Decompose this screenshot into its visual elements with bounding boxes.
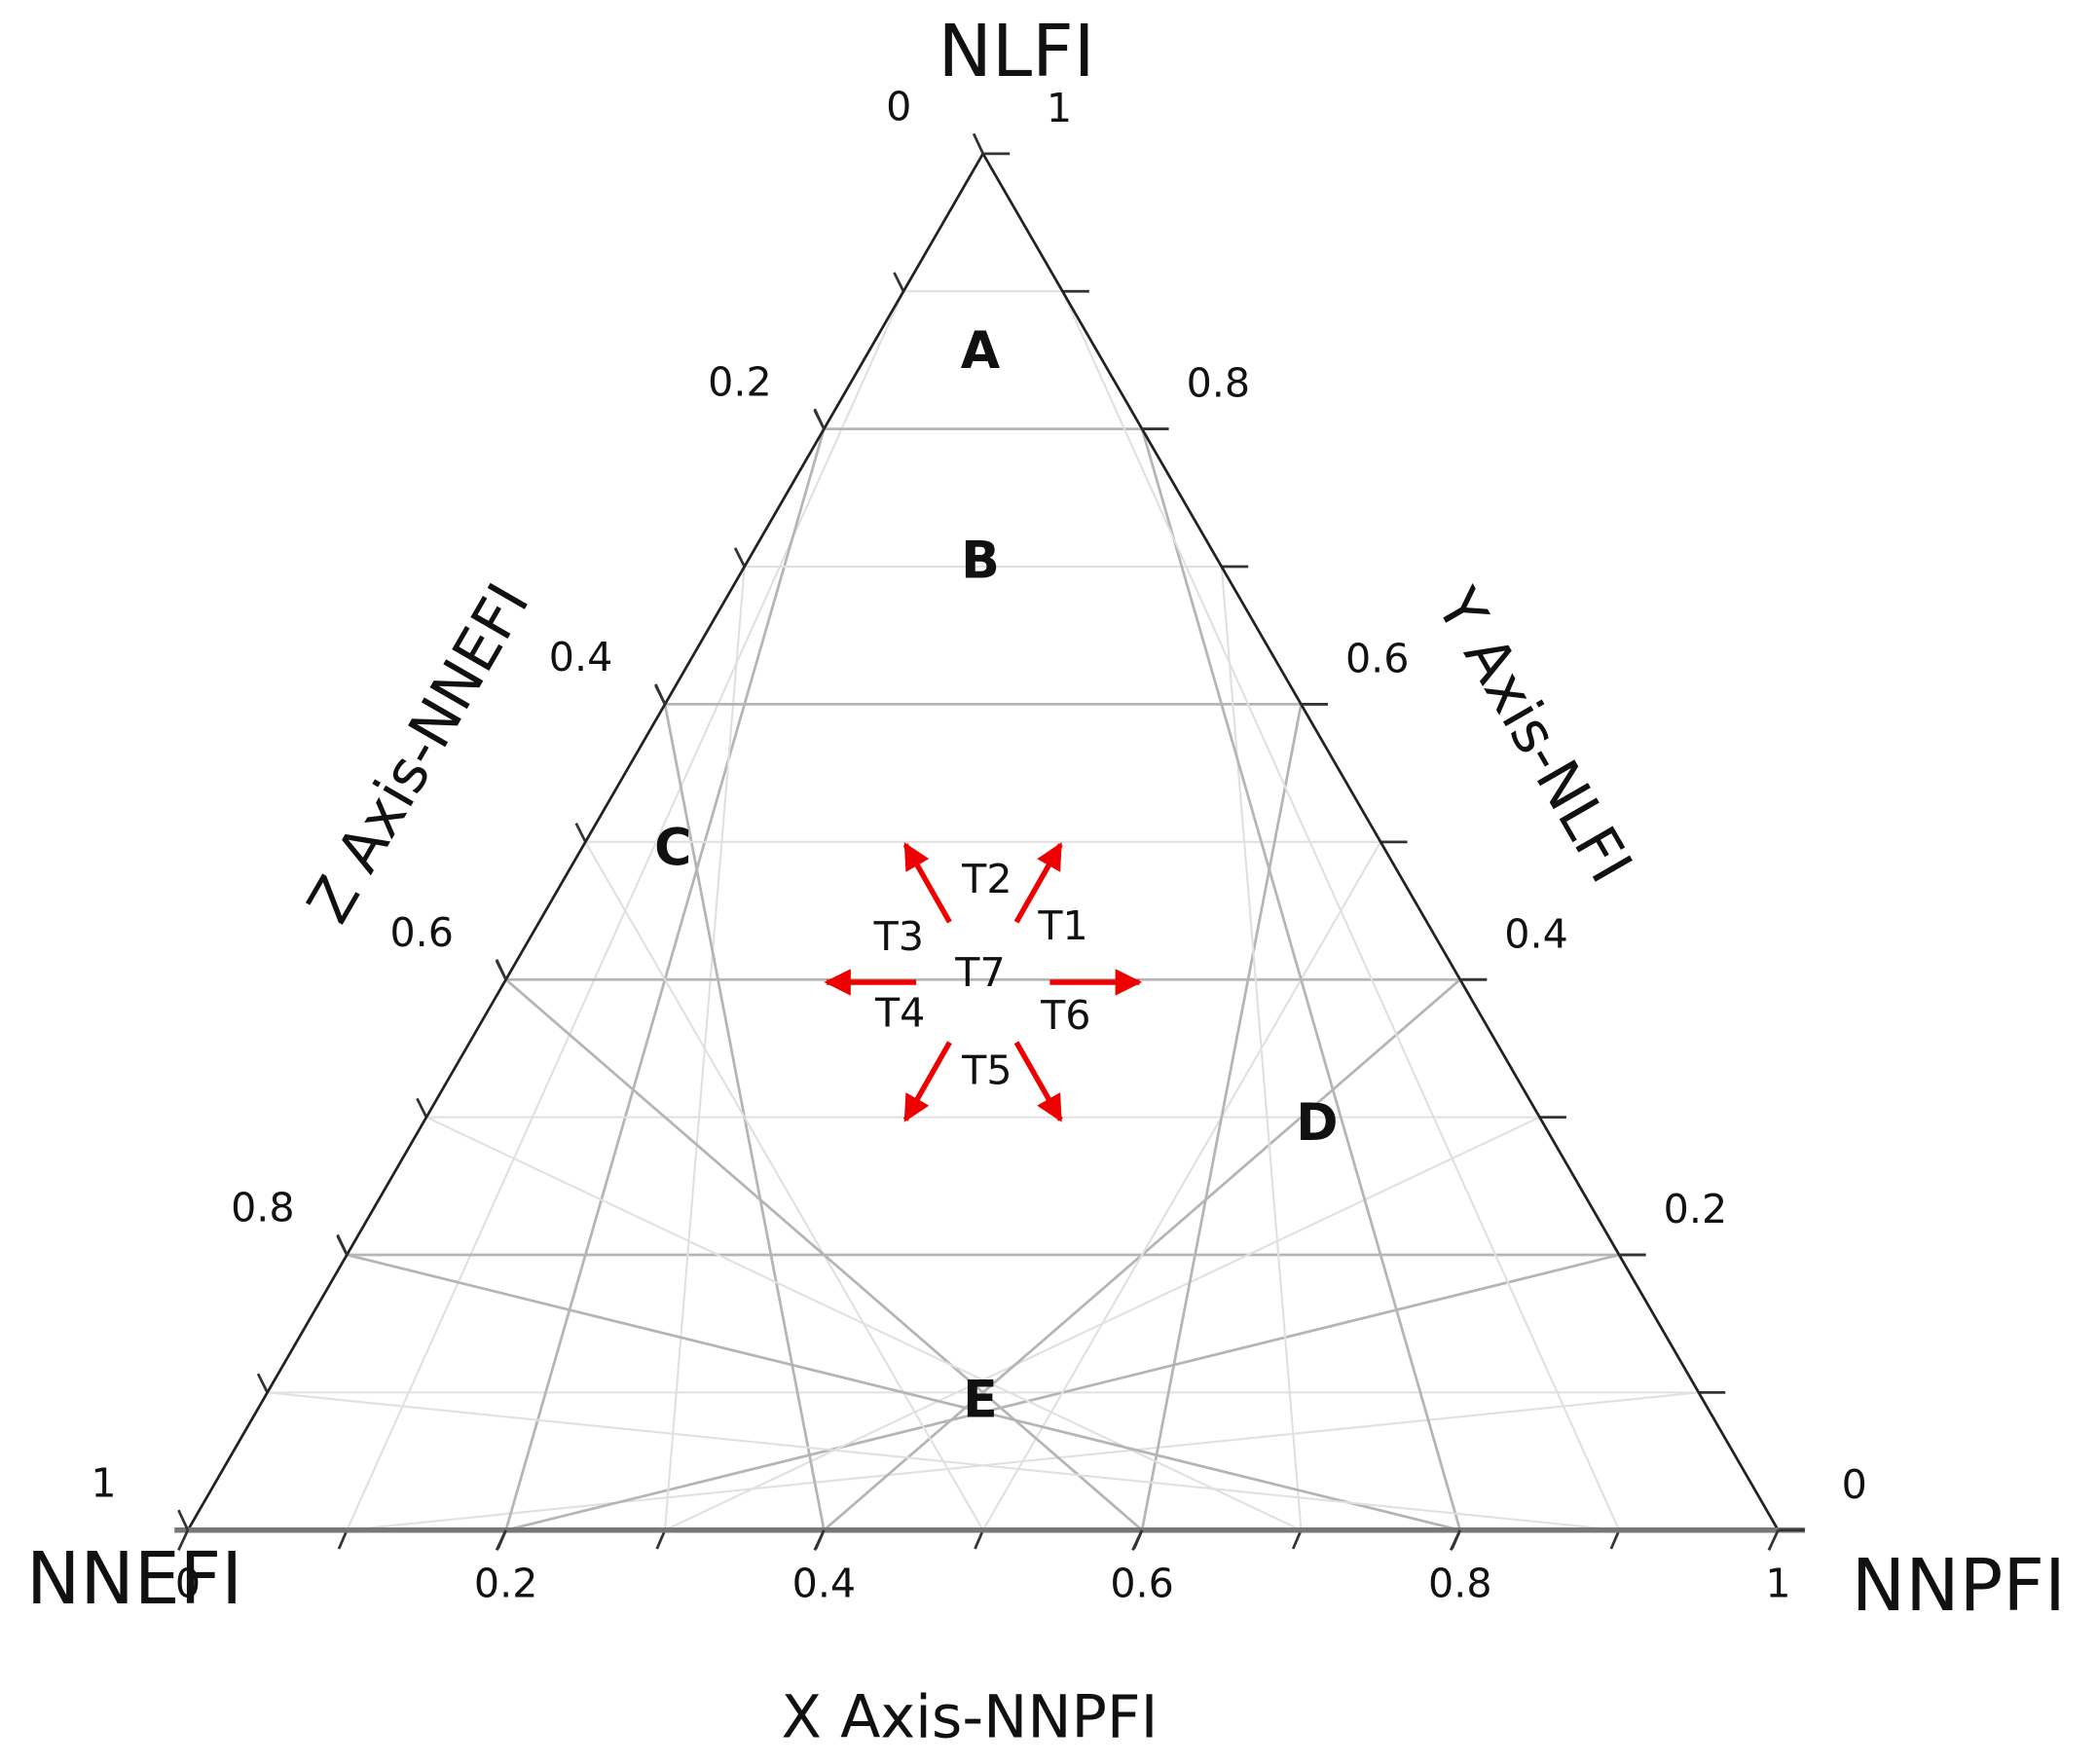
grid-line — [584, 841, 984, 1531]
z-tick — [336, 1233, 349, 1256]
transition-arrows — [824, 842, 1143, 1122]
x-tick — [1767, 1529, 1780, 1551]
transition-label: T1 — [1037, 902, 1087, 949]
arrow — [1013, 1041, 1063, 1122]
frame — [174, 132, 1805, 1551]
arrow — [902, 1041, 952, 1122]
z-tick — [972, 132, 984, 155]
arrow — [1013, 842, 1063, 924]
region-label: D — [1296, 1094, 1338, 1153]
corner-right: NNPFI — [1852, 1544, 2066, 1628]
grid-line — [1220, 566, 1303, 1530]
minor-tick — [1291, 1529, 1303, 1550]
minor-tick — [337, 1529, 349, 1550]
grid-line — [504, 978, 1143, 1531]
grid-line — [425, 1116, 1302, 1531]
y-tick-label: 0 — [1842, 1461, 1867, 1508]
x-tick — [495, 1529, 507, 1551]
z-tick-label: 0.6 — [389, 909, 453, 956]
transition-label: T4 — [874, 989, 925, 1036]
z-tick-label: 0.8 — [231, 1185, 294, 1231]
y-axis-title: Y Axis-NLFI — [1422, 577, 1644, 895]
z-tick-label: 1 — [91, 1459, 116, 1506]
grid-line — [1061, 290, 1621, 1531]
edge-right — [981, 153, 1780, 1531]
y-tick-label: 0.4 — [1504, 910, 1567, 957]
x-tick — [1449, 1529, 1462, 1551]
minor-tick — [574, 822, 587, 843]
corner-top: NLFI — [938, 10, 1094, 93]
y-tick-label: 0.6 — [1345, 636, 1409, 682]
z-tick-label: 0 — [886, 84, 911, 130]
region-label: C — [654, 819, 691, 877]
minor-tick — [893, 272, 905, 292]
edge-left — [186, 153, 984, 1531]
grid-line — [267, 1391, 1620, 1531]
x-tick-label: 1 — [1765, 1560, 1790, 1606]
arrow — [902, 842, 952, 924]
transition-label: T5 — [961, 1047, 1012, 1093]
z-tick — [177, 1509, 190, 1531]
x-tick-label: 0.2 — [474, 1560, 537, 1606]
x-tick-label: 0.8 — [1428, 1560, 1491, 1606]
grid-line — [981, 841, 1382, 1531]
y-tick-label: 0.2 — [1664, 1186, 1727, 1232]
minor-tick — [974, 1529, 984, 1550]
minor-tick — [416, 1097, 428, 1119]
z-tick — [813, 408, 826, 430]
x-axis-title: X Axis-NNPFI — [782, 1684, 1159, 1752]
x-tick — [177, 1529, 190, 1551]
region-label: B — [961, 532, 1000, 590]
z-tick — [495, 959, 507, 980]
transition-label: T3 — [873, 913, 924, 960]
z-tick-label: 0.2 — [708, 358, 771, 405]
corner-left: NNEFI — [26, 1537, 242, 1621]
x-tick — [1131, 1529, 1144, 1551]
grid-line — [1140, 704, 1303, 1531]
transition-label: T2 — [961, 856, 1012, 902]
x-tick-label: 0.6 — [1110, 1560, 1173, 1606]
z-tick-label: 0.4 — [549, 634, 612, 680]
minor-tick — [256, 1373, 269, 1393]
grid-line — [346, 1253, 1461, 1532]
transition-label: T7 — [954, 949, 1005, 996]
y-tick-label: 1 — [1047, 85, 1072, 131]
region-label: A — [961, 322, 1001, 381]
grid-line — [1140, 428, 1462, 1531]
z-axis-title: Z Axis-NNEFI — [295, 572, 543, 935]
minor-tick — [655, 1529, 667, 1550]
x-tick-label: 0 — [175, 1560, 201, 1606]
x-tick-label: 0.4 — [792, 1560, 856, 1606]
y-tick-label: 0.8 — [1187, 360, 1250, 407]
z-tick — [654, 683, 667, 706]
grid — [267, 290, 1699, 1532]
transition-label: T6 — [1040, 992, 1090, 1039]
region-label: E — [963, 1371, 998, 1429]
minor-tick — [1609, 1529, 1621, 1550]
x-tick — [813, 1529, 826, 1551]
minor-tick — [733, 547, 746, 568]
